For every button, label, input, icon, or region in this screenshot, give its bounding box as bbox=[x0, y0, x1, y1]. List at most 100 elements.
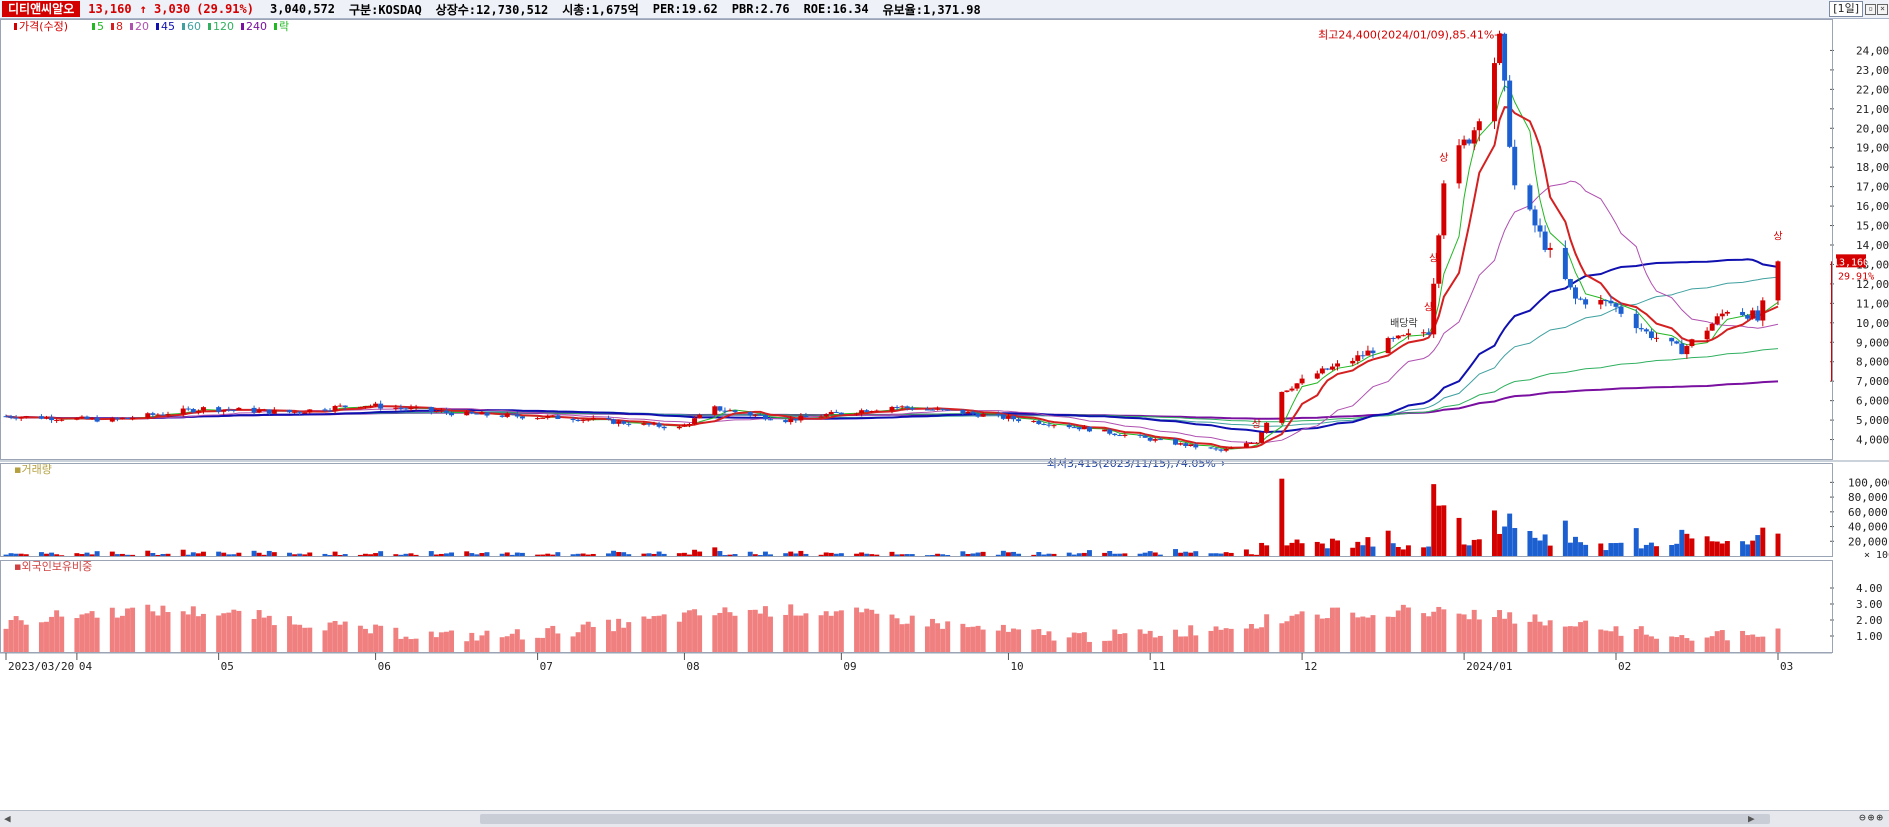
foreign-bar bbox=[1512, 623, 1518, 652]
candle-body bbox=[271, 409, 277, 414]
foreign-bar bbox=[570, 636, 576, 652]
foreign-bar bbox=[1537, 621, 1543, 652]
candle-body bbox=[793, 418, 799, 421]
volume-bar bbox=[1314, 541, 1320, 556]
candle-body bbox=[428, 406, 434, 412]
candle bbox=[1031, 419, 1037, 423]
foreign-bar bbox=[469, 632, 475, 652]
candle-body bbox=[499, 415, 505, 417]
period-button[interactable]: [1일] bbox=[1829, 1, 1863, 17]
candle-body bbox=[722, 410, 728, 412]
candle-body bbox=[337, 405, 343, 407]
limit-up-mark: 상 bbox=[1252, 418, 1261, 430]
foreign-bar bbox=[1000, 624, 1006, 652]
foreign-tick-label: 3.00 bbox=[1856, 598, 1883, 611]
volume-bar bbox=[945, 554, 951, 556]
volume-bar bbox=[393, 554, 399, 556]
candle-body bbox=[1289, 388, 1295, 391]
foreign-bar bbox=[287, 616, 292, 652]
foreign-bar bbox=[580, 624, 586, 652]
volume-bar bbox=[1142, 552, 1148, 556]
candle bbox=[195, 409, 201, 415]
foreign-bar bbox=[1441, 609, 1447, 652]
candle-body bbox=[788, 418, 794, 423]
candle-body bbox=[1117, 435, 1123, 437]
volume-bar bbox=[1567, 542, 1573, 556]
candle bbox=[89, 416, 95, 420]
candle bbox=[1578, 296, 1584, 301]
candle-body bbox=[44, 417, 49, 419]
legend-item-5: 60 bbox=[187, 20, 201, 33]
candle bbox=[1223, 447, 1229, 453]
minimize-icon[interactable]: ▫ bbox=[1865, 4, 1876, 15]
candle bbox=[1598, 294, 1604, 310]
candle bbox=[838, 412, 844, 416]
candle-body bbox=[1031, 420, 1037, 422]
horizontal-scrollbar[interactable]: ◀ ▶ ⊖⊕⊕ bbox=[0, 810, 1889, 827]
zoom-controls-icon[interactable]: ⊖⊕⊕ bbox=[1859, 811, 1885, 824]
candle-body bbox=[1603, 300, 1609, 302]
y-tick-label: 11,000 bbox=[1856, 297, 1889, 310]
foreign-bar bbox=[1709, 636, 1715, 652]
foreign-bar bbox=[838, 610, 844, 652]
foreign-bar bbox=[924, 626, 930, 652]
volume-bar bbox=[1071, 554, 1077, 556]
volume-bar bbox=[1709, 541, 1715, 556]
foreign-bar bbox=[697, 615, 703, 652]
volume-bar bbox=[23, 554, 29, 556]
candle-body bbox=[585, 419, 591, 421]
foreign-bar bbox=[656, 615, 662, 652]
volume-bar bbox=[555, 552, 561, 556]
volume-bar bbox=[1076, 553, 1082, 556]
volume-bar bbox=[378, 551, 384, 556]
volume-bar bbox=[357, 554, 363, 556]
volume-bar bbox=[1046, 553, 1052, 556]
candle-body bbox=[155, 414, 161, 416]
candle-body bbox=[1294, 383, 1300, 389]
candle bbox=[1542, 225, 1548, 253]
candle bbox=[403, 406, 409, 412]
price-change-pct: (29.91%) bbox=[196, 2, 254, 16]
foreign-bar bbox=[413, 638, 419, 652]
volume-bar bbox=[833, 553, 839, 556]
volume-bar bbox=[519, 552, 525, 556]
foreign-bar bbox=[150, 611, 156, 652]
foreign-bar bbox=[768, 616, 773, 652]
foreign-bar bbox=[1289, 615, 1295, 652]
foreign-bar bbox=[1016, 629, 1022, 652]
stock-name[interactable]: 디티앤씨알오 bbox=[2, 1, 81, 17]
stock-info-bar: 디티앤씨알오 13,160 ↑ 3,030 (29.91%) 3,040,572… bbox=[0, 0, 1889, 19]
candle bbox=[727, 408, 733, 412]
scroll-right-icon[interactable]: ▶ bbox=[1748, 812, 1755, 825]
candle-body bbox=[190, 409, 196, 413]
foreign-bar bbox=[79, 614, 85, 652]
candle-body bbox=[1264, 422, 1270, 433]
candle-body bbox=[1036, 420, 1042, 424]
limit-up-mark: 상 bbox=[1424, 302, 1433, 314]
candle-body bbox=[1400, 335, 1406, 337]
candle bbox=[1740, 308, 1746, 317]
foreign-bar bbox=[1684, 638, 1690, 652]
foreign-bar bbox=[342, 621, 348, 652]
volume-bar bbox=[1107, 551, 1113, 556]
candle bbox=[1497, 30, 1503, 66]
candle bbox=[1466, 138, 1472, 146]
scroll-left-icon[interactable]: ◀ bbox=[4, 812, 11, 825]
volume-bar bbox=[3, 554, 9, 556]
volume-bar bbox=[752, 554, 758, 556]
x-tick-label: 05 bbox=[221, 660, 234, 673]
close-icon[interactable]: × bbox=[1877, 4, 1888, 15]
chart-area[interactable]: 4,000 5,000 6,000 7,000 8,000 9,000 10,000 11,0… bbox=[0, 19, 1889, 809]
candle bbox=[1228, 446, 1234, 449]
volume-bar bbox=[1740, 541, 1746, 556]
candle-body bbox=[1360, 355, 1366, 357]
volume-bar bbox=[1355, 541, 1361, 556]
x-tick-label: 12 bbox=[1304, 660, 1317, 673]
candle-body bbox=[180, 408, 186, 415]
scroll-thumb[interactable] bbox=[480, 814, 1770, 824]
volume-bar bbox=[1279, 478, 1285, 556]
candle-body bbox=[1547, 247, 1553, 250]
candle bbox=[722, 407, 728, 414]
candle-body bbox=[94, 418, 100, 422]
candle bbox=[869, 410, 875, 413]
